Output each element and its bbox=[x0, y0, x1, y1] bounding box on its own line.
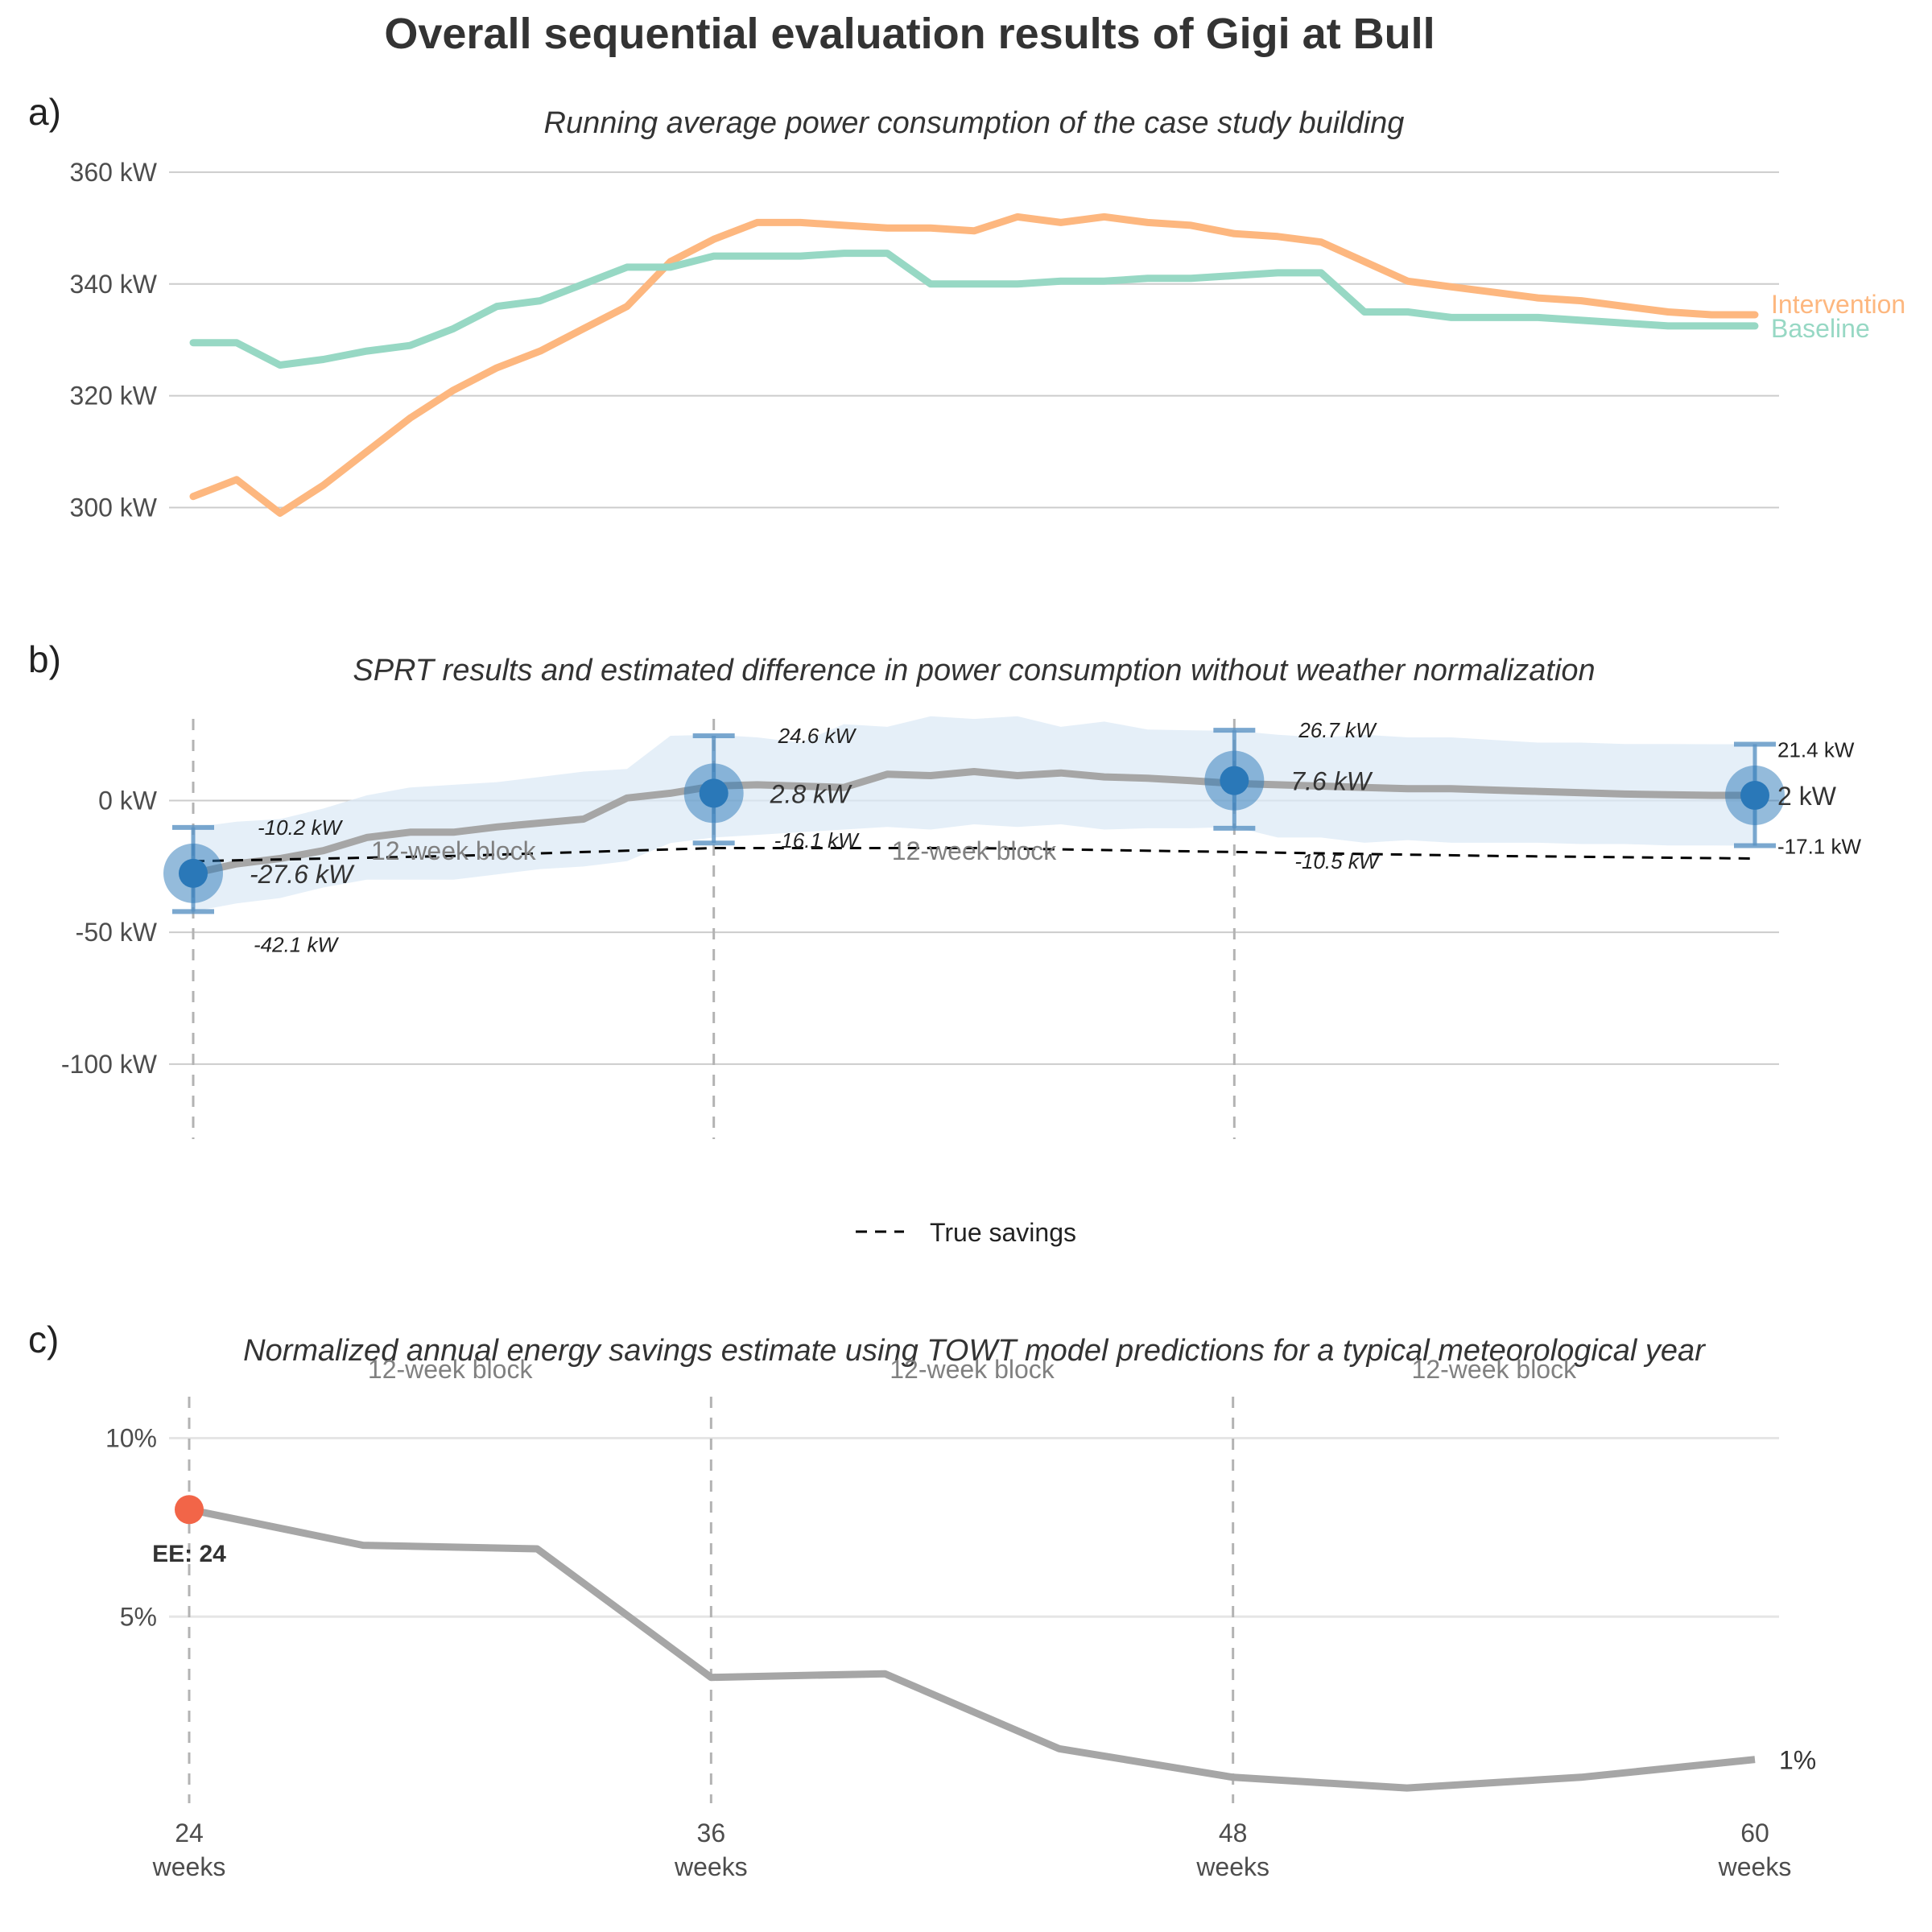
panel-c-decision-lines bbox=[188, 1397, 1235, 1803]
sprt-point bbox=[699, 778, 729, 808]
y-tick-label: 0 kW bbox=[98, 786, 158, 815]
block-label: 12-week block bbox=[892, 836, 1058, 865]
estimate-label: -27.6 kW bbox=[250, 860, 355, 889]
block-label: 12-week block bbox=[1412, 1355, 1578, 1384]
panel-c-x-axis: 24 weeks 36 weeks 48 weeks 60 weeks bbox=[152, 1818, 1792, 1881]
figure-title: Overall sequential evaluation results of… bbox=[384, 10, 1435, 58]
y-tick-label: 10% bbox=[105, 1424, 157, 1453]
panel-b-confidence-band bbox=[193, 716, 1755, 912]
panel-c-letter: c) bbox=[28, 1319, 59, 1360]
lower-bound-label: -16.1 kW bbox=[774, 828, 860, 852]
y-tick-label: 320 kW bbox=[70, 382, 158, 411]
end-value-label: 1% bbox=[1779, 1746, 1816, 1775]
x-tick-unit: weeks bbox=[152, 1852, 226, 1881]
panel-c-subtitle: Normalized annual energy savings estimat… bbox=[243, 1334, 1706, 1368]
legend-true-savings-label: True savings bbox=[930, 1218, 1076, 1247]
lower-bound-label: -10.5 kW bbox=[1294, 849, 1380, 873]
series-label-baseline: Baseline bbox=[1771, 314, 1870, 343]
sprt-point bbox=[179, 858, 208, 888]
block-label: 12-week block bbox=[368, 1355, 534, 1384]
series-line-baseline bbox=[189, 250, 1759, 369]
x-tick-unit: weeks bbox=[1718, 1852, 1792, 1881]
legend: True savings bbox=[856, 1218, 1076, 1247]
upper-bound-label: 21.4 kW bbox=[1777, 738, 1855, 762]
lower-bound-label: -17.1 kW bbox=[1777, 835, 1861, 859]
panel-b-true-savings-line bbox=[192, 847, 1756, 863]
series-line-intervention bbox=[189, 213, 1759, 517]
confidence-band bbox=[193, 716, 1755, 912]
x-tick-label: 60 bbox=[1740, 1818, 1769, 1847]
y-tick-label: 300 kW bbox=[70, 493, 158, 522]
y-tick-label: 5% bbox=[120, 1602, 157, 1631]
savings-line bbox=[188, 1505, 1756, 1792]
sprt-point bbox=[1220, 766, 1249, 795]
panel-a-letter: a) bbox=[28, 91, 61, 133]
panel-b-letter: b) bbox=[28, 638, 61, 680]
y-tick-label: 340 kW bbox=[70, 270, 158, 299]
ee-point bbox=[175, 1495, 204, 1525]
sprt-point bbox=[1740, 781, 1769, 810]
upper-bound-label: -10.2 kW bbox=[258, 815, 343, 840]
panel-b-estimate-line bbox=[192, 768, 1755, 877]
panel-c-block-labels: 12-week block 12-week block 12-week block bbox=[368, 1355, 1577, 1384]
estimate-label: 2.8 kW bbox=[770, 779, 852, 808]
panel-c-early-evaluation: EE: 24 bbox=[152, 1495, 226, 1567]
estimate-line bbox=[192, 768, 1755, 877]
ee-label: EE: 24 bbox=[152, 1541, 226, 1567]
panel-b-block-labels: 12-week block 12-week block bbox=[371, 836, 1057, 865]
x-tick-label: 48 bbox=[1219, 1818, 1248, 1847]
panel-c: c) Normalized annual energy savings esti… bbox=[28, 1319, 1816, 1881]
panel-b-sprt-points: -27.6 kW -10.2 kW -42.1 kW 2.8 kW 24.6 kW -16… bbox=[163, 718, 1861, 956]
x-tick-label: 24 bbox=[175, 1818, 204, 1847]
upper-bound-label: 26.7 kW bbox=[1298, 718, 1377, 742]
panel-c-gridlines bbox=[169, 1437, 1779, 1618]
lower-bound-label: -42.1 kW bbox=[254, 932, 339, 956]
x-tick-unit: weeks bbox=[1195, 1852, 1269, 1881]
y-tick-label: -100 kW bbox=[61, 1050, 158, 1079]
sprt-point-group: 7.6 kW 26.7 kW -10.5 kW bbox=[1204, 718, 1381, 873]
panel-a-series bbox=[189, 213, 1759, 517]
estimate-label: 7.6 kW bbox=[1290, 767, 1373, 796]
true-savings-line bbox=[192, 847, 1756, 863]
sprt-point-group: 2.8 kW 24.6 kW -16.1 kW bbox=[683, 724, 860, 852]
panel-a-gridlines bbox=[169, 171, 1779, 509]
x-tick-label: 36 bbox=[697, 1818, 726, 1847]
sprt-point-group: -27.6 kW -10.2 kW -42.1 kW bbox=[163, 815, 355, 956]
panel-a: a) Running average power consumption of … bbox=[28, 91, 1905, 522]
upper-bound-label: 24.6 kW bbox=[778, 724, 857, 748]
y-tick-label: -50 kW bbox=[76, 918, 158, 947]
panel-c-savings-line: 1% bbox=[188, 1505, 1816, 1792]
x-tick-unit: weeks bbox=[674, 1852, 748, 1881]
y-tick-label: 360 kW bbox=[70, 158, 158, 187]
panel-b-y-axis: -100 kW -50 kW 0 kW bbox=[61, 786, 158, 1079]
sprt-point-group: 2 kW 21.4 kW -17.1 kW bbox=[1725, 738, 1861, 859]
panel-a-subtitle: Running average power consumption of the… bbox=[544, 106, 1405, 140]
panel-b: b) SPRT results and estimated difference… bbox=[28, 638, 1861, 1139]
panel-c-y-axis: 5% 10% bbox=[105, 1424, 157, 1632]
block-label: 12-week block bbox=[371, 836, 537, 865]
series-label-intervention: Intervention bbox=[1771, 290, 1905, 319]
panel-a-y-axis: 300 kW 320 kW 340 kW 360 kW bbox=[70, 158, 158, 522]
block-label: 12-week block bbox=[890, 1355, 1055, 1384]
estimate-label: 2 kW bbox=[1777, 782, 1837, 811]
panel-b-subtitle: SPRT results and estimated difference in… bbox=[353, 654, 1595, 687]
